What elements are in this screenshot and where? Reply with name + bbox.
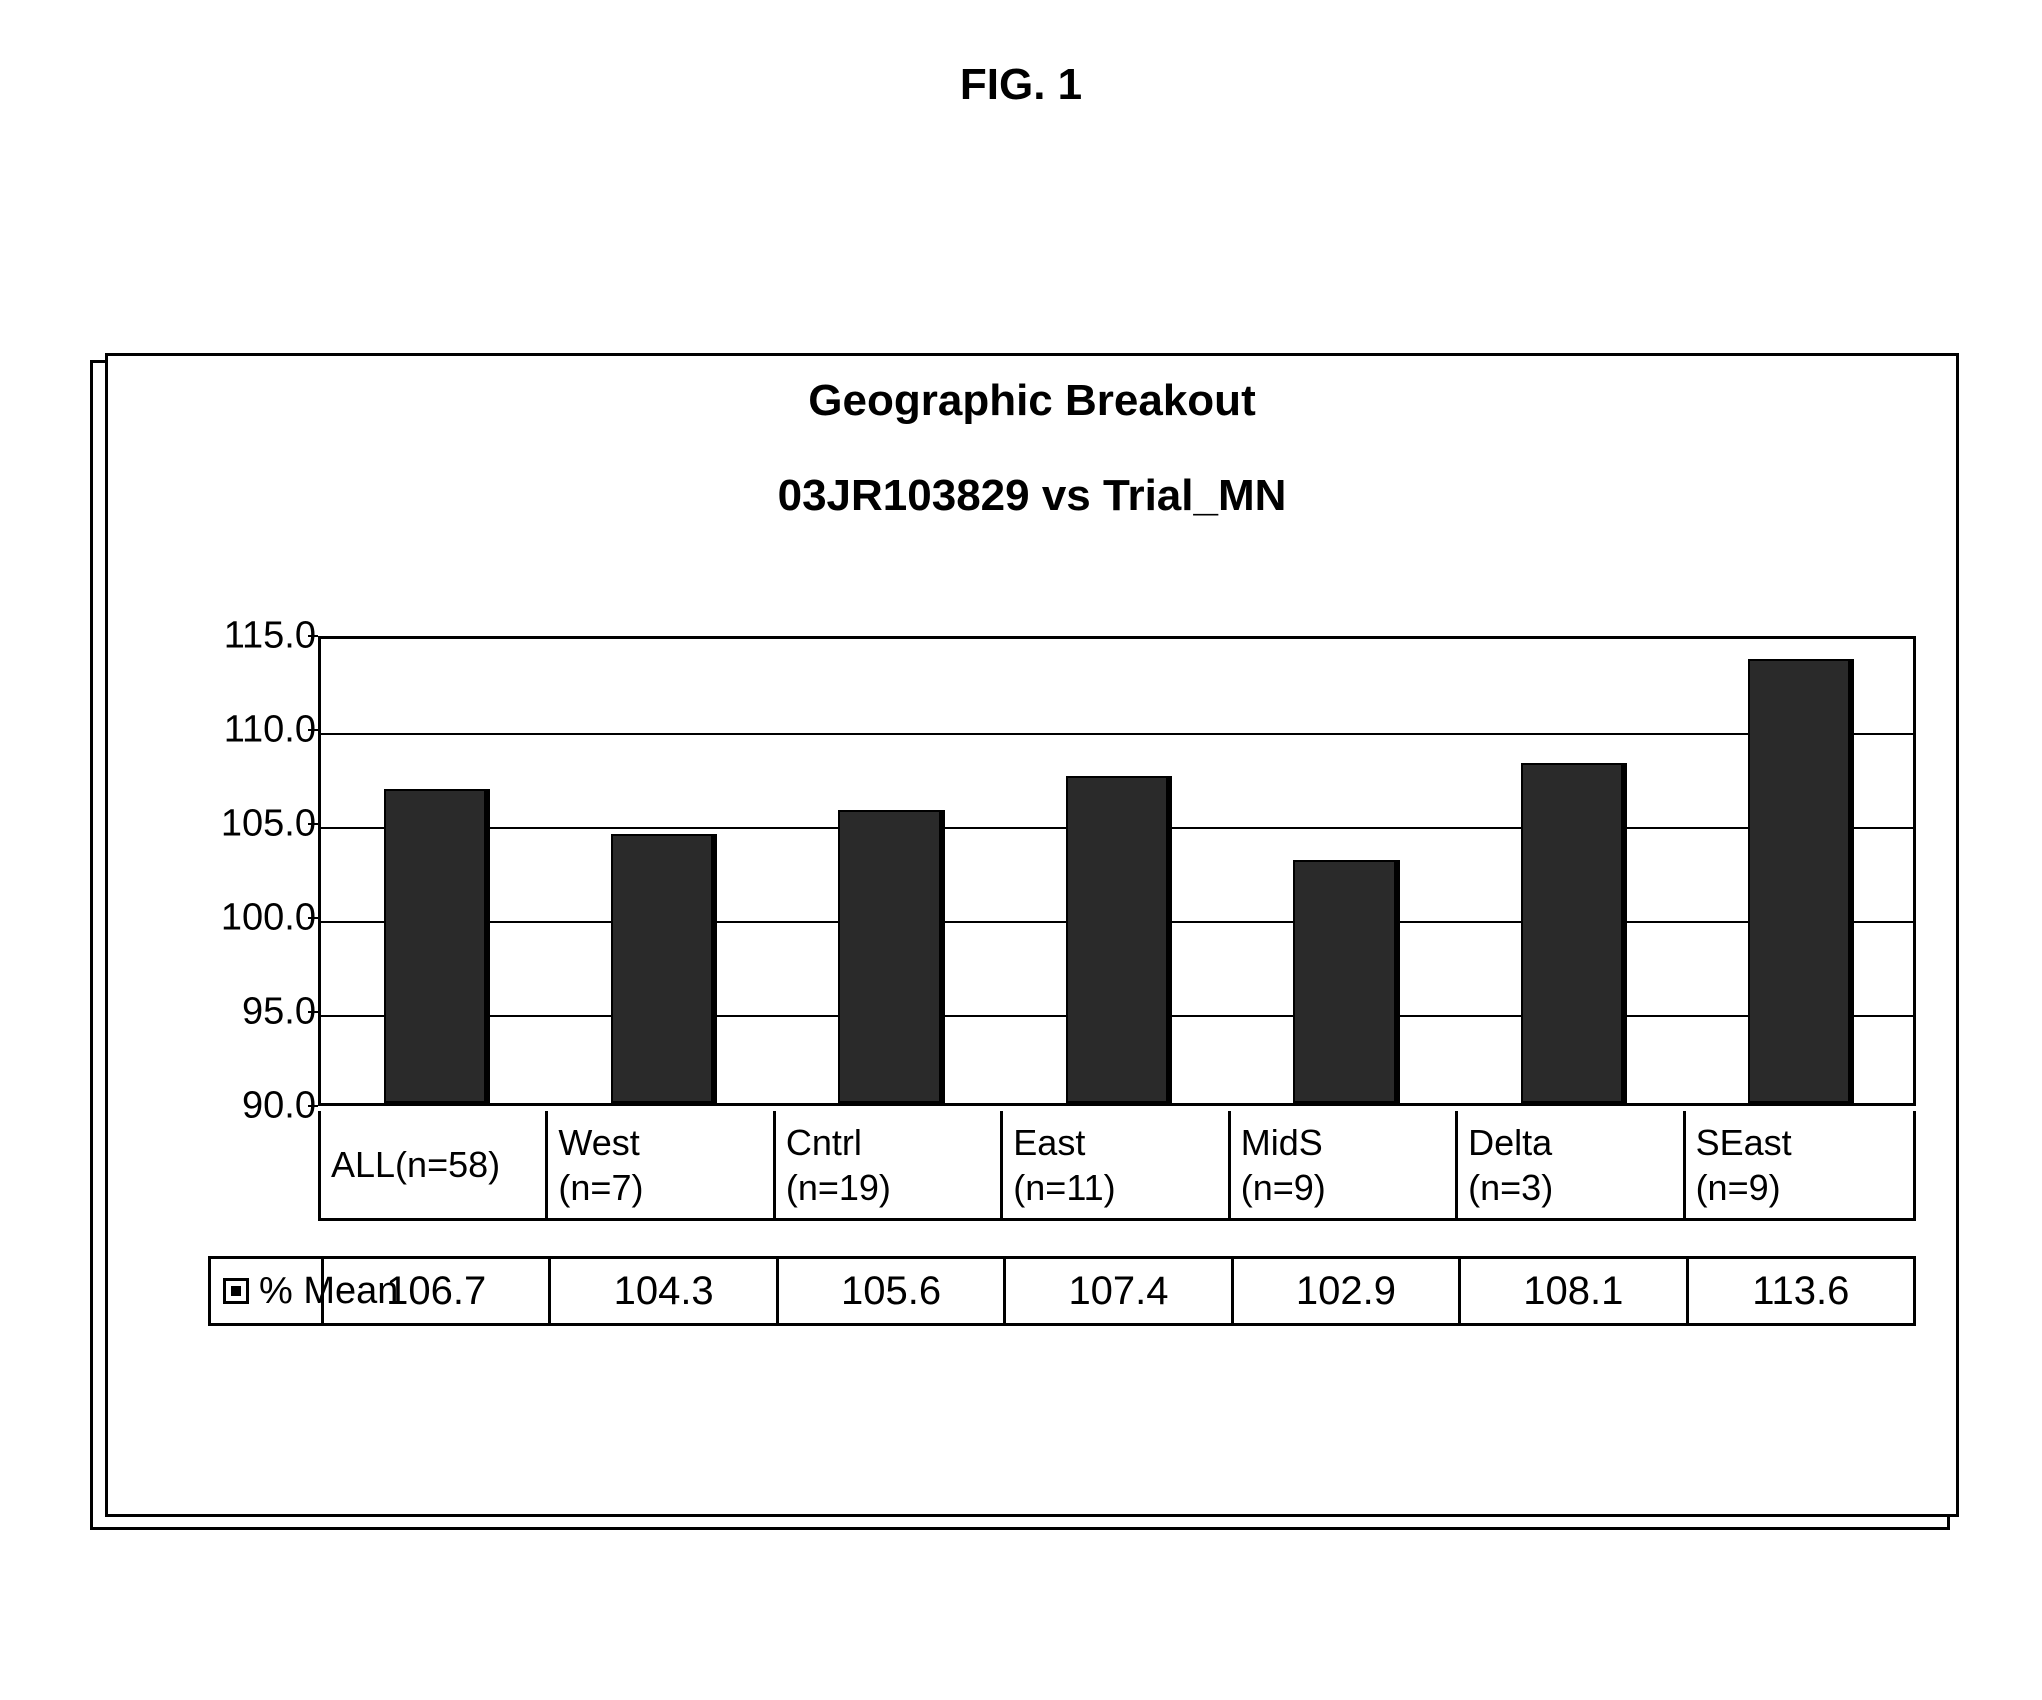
data-cell: 104.3 bbox=[548, 1259, 775, 1323]
category-label-line1: MidS bbox=[1241, 1120, 1323, 1165]
category-cell: SEast(n=9) bbox=[1686, 1111, 1913, 1218]
category-label-line2: (n=19) bbox=[786, 1165, 891, 1210]
category-label-line1: ALL(n=58) bbox=[331, 1142, 500, 1187]
chart-outer-frame: Geographic Breakout 03JR103829 vs Trial_… bbox=[90, 360, 1950, 1530]
legend-swatch-icon bbox=[223, 1278, 249, 1304]
y-tick-mark bbox=[308, 729, 318, 731]
category-label-line1: East bbox=[1013, 1120, 1085, 1165]
category-cell: Cntrl(n=19) bbox=[776, 1111, 1003, 1218]
y-tick-mark bbox=[308, 917, 318, 919]
y-tick-mark bbox=[308, 1011, 318, 1013]
category-label-line1: Cntrl bbox=[786, 1120, 862, 1165]
chart-subtitle: 03JR103829 vs Trial_MN bbox=[108, 471, 1956, 521]
bar bbox=[1521, 763, 1623, 1103]
plot-area bbox=[318, 636, 1916, 1106]
category-label-line2: (n=3) bbox=[1468, 1165, 1553, 1210]
category-label-line1: SEast bbox=[1696, 1120, 1792, 1165]
category-cell: ALL(n=58) bbox=[321, 1111, 548, 1218]
category-label-line2: (n=9) bbox=[1241, 1165, 1326, 1210]
category-label-line2: (n=9) bbox=[1696, 1165, 1781, 1210]
category-label-line2: (n=11) bbox=[1013, 1165, 1115, 1210]
category-cell: Delta(n=3) bbox=[1458, 1111, 1685, 1218]
data-cell: 108.1 bbox=[1458, 1259, 1685, 1323]
y-tick-mark bbox=[308, 635, 318, 637]
y-tick-label: 115.0 bbox=[196, 615, 316, 658]
data-cell: 105.6 bbox=[776, 1259, 1003, 1323]
chart-title: Geographic Breakout bbox=[108, 376, 1956, 426]
data-cell: 107.4 bbox=[1003, 1259, 1230, 1323]
y-tick-mark bbox=[308, 823, 318, 825]
y-tick-mark bbox=[308, 1105, 318, 1107]
category-cell: West(n=7) bbox=[548, 1111, 775, 1218]
y-tick-label: 100.0 bbox=[196, 897, 316, 940]
data-cell: 113.6 bbox=[1686, 1259, 1913, 1323]
data-table-row: % Mean 106.7104.3105.6107.4102.9108.1113… bbox=[208, 1256, 1916, 1326]
category-cell: East(n=11) bbox=[1003, 1111, 1230, 1218]
legend-swatch-inner bbox=[231, 1286, 241, 1296]
category-label-line2: (n=7) bbox=[558, 1165, 643, 1210]
y-tick-label: 110.0 bbox=[196, 709, 316, 752]
category-label-line1: West bbox=[558, 1120, 639, 1165]
category-label-line1: Delta bbox=[1468, 1120, 1552, 1165]
bar bbox=[1293, 860, 1395, 1103]
bars-layer bbox=[321, 639, 1913, 1103]
y-tick-label: 90.0 bbox=[196, 1085, 316, 1128]
data-cell: 106.7 bbox=[321, 1259, 548, 1323]
bar bbox=[1066, 776, 1168, 1103]
y-tick-label: 105.0 bbox=[196, 803, 316, 846]
plot-wrap: 90.095.0100.0105.0110.0115.0 ALL(n=58)We… bbox=[208, 616, 1916, 1414]
data-cell: 102.9 bbox=[1231, 1259, 1458, 1323]
category-axis-row: ALL(n=58)West(n=7)Cntrl(n=19)East(n=11)M… bbox=[318, 1111, 1916, 1221]
category-cell: MidS(n=9) bbox=[1231, 1111, 1458, 1218]
chart-inner-frame: Geographic Breakout 03JR103829 vs Trial_… bbox=[105, 353, 1959, 1517]
bar bbox=[1748, 659, 1850, 1103]
bar bbox=[838, 810, 940, 1103]
figure-caption: FIG. 1 bbox=[960, 60, 1082, 110]
data-cells: 106.7104.3105.6107.4102.9108.1113.6 bbox=[321, 1259, 1913, 1323]
bar bbox=[611, 834, 713, 1103]
y-tick-label: 95.0 bbox=[196, 991, 316, 1034]
bar bbox=[384, 789, 486, 1103]
